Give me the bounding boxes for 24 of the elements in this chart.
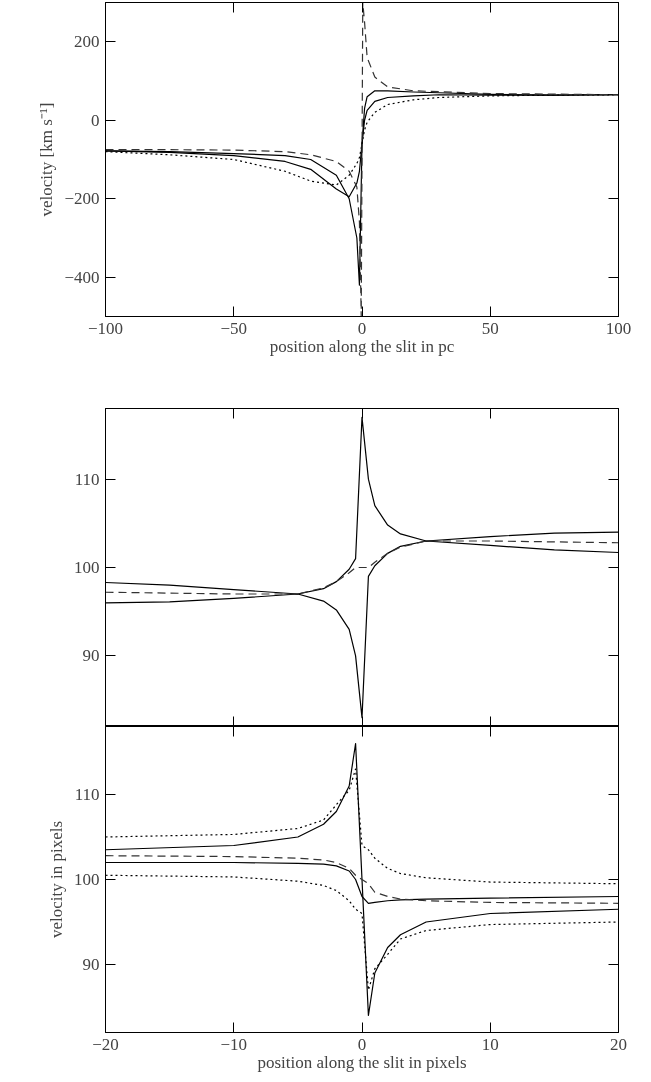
x-tick-label: 10 [481,1034,499,1054]
y-axis-title: velocity in pixels [47,820,66,939]
y-tick-label: 200 [74,32,100,52]
x-axis-title: position along the slit in pc [269,336,455,356]
y-tick-label: 90 [82,646,100,666]
y-tick-label: 100 [74,870,100,889]
x-tick-label: −100 [87,318,124,338]
x-tick-label: 0 [357,1034,367,1054]
y-tick-label: 100 [74,558,100,577]
x-axis-title: position along the slit in pixels [257,1052,467,1072]
x-tick-label: 50 [481,318,499,338]
x-tick-label: 100 [605,318,632,338]
y-tick-label: 0 [91,110,100,130]
y-tick-label: 90 [82,955,100,974]
x-tick-label: 20 [610,1034,627,1054]
y-tick-label: 110 [74,469,100,489]
x-tick-label: −50 [220,318,248,338]
x-tick-label: 0 [357,318,367,338]
x-tick-label: −10 [220,1034,248,1054]
y-axis-title: velocity [km s⁻¹] [37,102,57,217]
y-tick-label: −200 [64,189,100,209]
y-tick-label: −400 [64,267,100,287]
x-tick-label: −20 [92,1034,119,1054]
y-tick-label: 110 [74,785,100,804]
